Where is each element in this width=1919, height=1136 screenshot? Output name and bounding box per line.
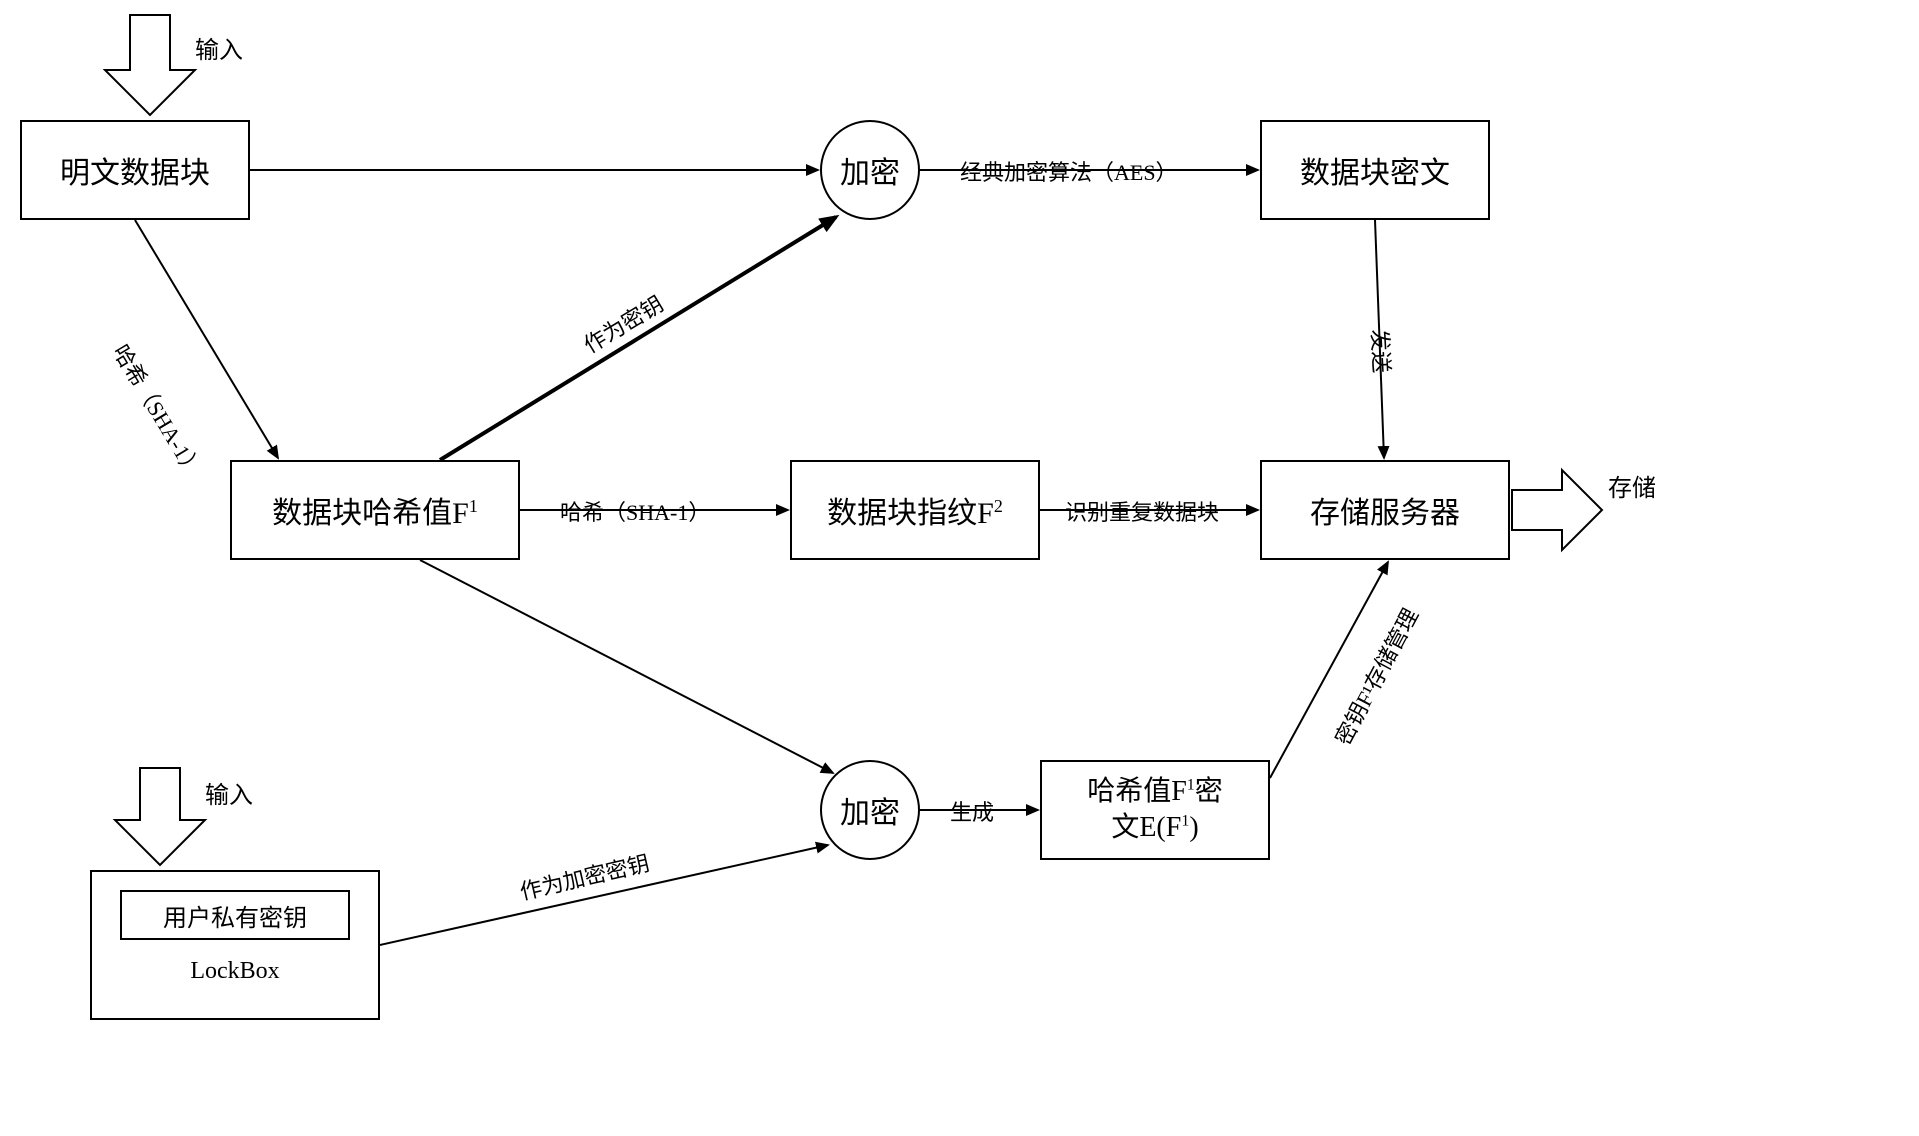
edge-label-key-storage-mgmt: 密钥F¹存储管理 — [1326, 602, 1425, 750]
edge-label-as-key: 作为密钥 — [577, 287, 669, 360]
lockbox-node: 用户私有密钥 LockBox — [90, 870, 380, 1020]
user-private-key-box: 用户私有密钥 — [120, 890, 350, 940]
edge-label-identify-dup: 识别重复数据块 — [1065, 495, 1219, 527]
edge-label-sha1-1: 哈希（SHA-1） — [106, 338, 211, 483]
encrypt1-text: 加密 — [840, 148, 900, 192]
encrypt2-text: 加密 — [840, 788, 900, 832]
input-arrow-2-icon — [115, 768, 205, 865]
plaintext-block-node: 明文数据块 — [20, 120, 250, 220]
hash-f1-node: 数据块哈希值F1 — [230, 460, 520, 560]
input-arrow-1-icon — [105, 15, 195, 115]
storage-server-node: 存储服务器 — [1260, 460, 1510, 560]
hash-cipher-node: 哈希值F1密 文E(F1) — [1040, 760, 1270, 860]
input-label-2: 输入 — [205, 775, 253, 810]
encrypt-node-2: 加密 — [820, 760, 920, 860]
plaintext-text: 明文数据块 — [60, 148, 210, 192]
edge-label-send: 发送 — [1365, 328, 1399, 374]
user-private-key-text: 用户私有密钥 — [163, 898, 307, 933]
edge-label-sha1-2: 哈希（SHA-1） — [560, 495, 710, 527]
fingerprint-f2-node: 数据块指纹F2 — [790, 460, 1040, 560]
storage-out-arrow-icon — [1512, 470, 1602, 550]
lockbox-label: LockBox — [190, 958, 279, 985]
edge-label-generate: 生成 — [950, 795, 994, 827]
fingerprint-f2-text: 数据块指纹F2 — [827, 488, 1003, 532]
input-label-1: 输入 — [195, 30, 243, 65]
edge-label-aes: 经典加密算法（AES） — [960, 155, 1178, 187]
ciphertext-node: 数据块密文 — [1260, 120, 1490, 220]
edge-label-as-encrypt-key: 作为加密密钥 — [516, 846, 652, 907]
ciphertext-text: 数据块密文 — [1300, 148, 1450, 192]
storage-out-label: 存储 — [1608, 468, 1656, 503]
encrypt-node-1: 加密 — [820, 120, 920, 220]
storage-server-text: 存储服务器 — [1310, 488, 1460, 532]
hash-f1-text: 数据块哈希值F1 — [272, 488, 478, 532]
hash-cipher-text: 哈希值F1密 文E(F1) — [1087, 774, 1223, 847]
